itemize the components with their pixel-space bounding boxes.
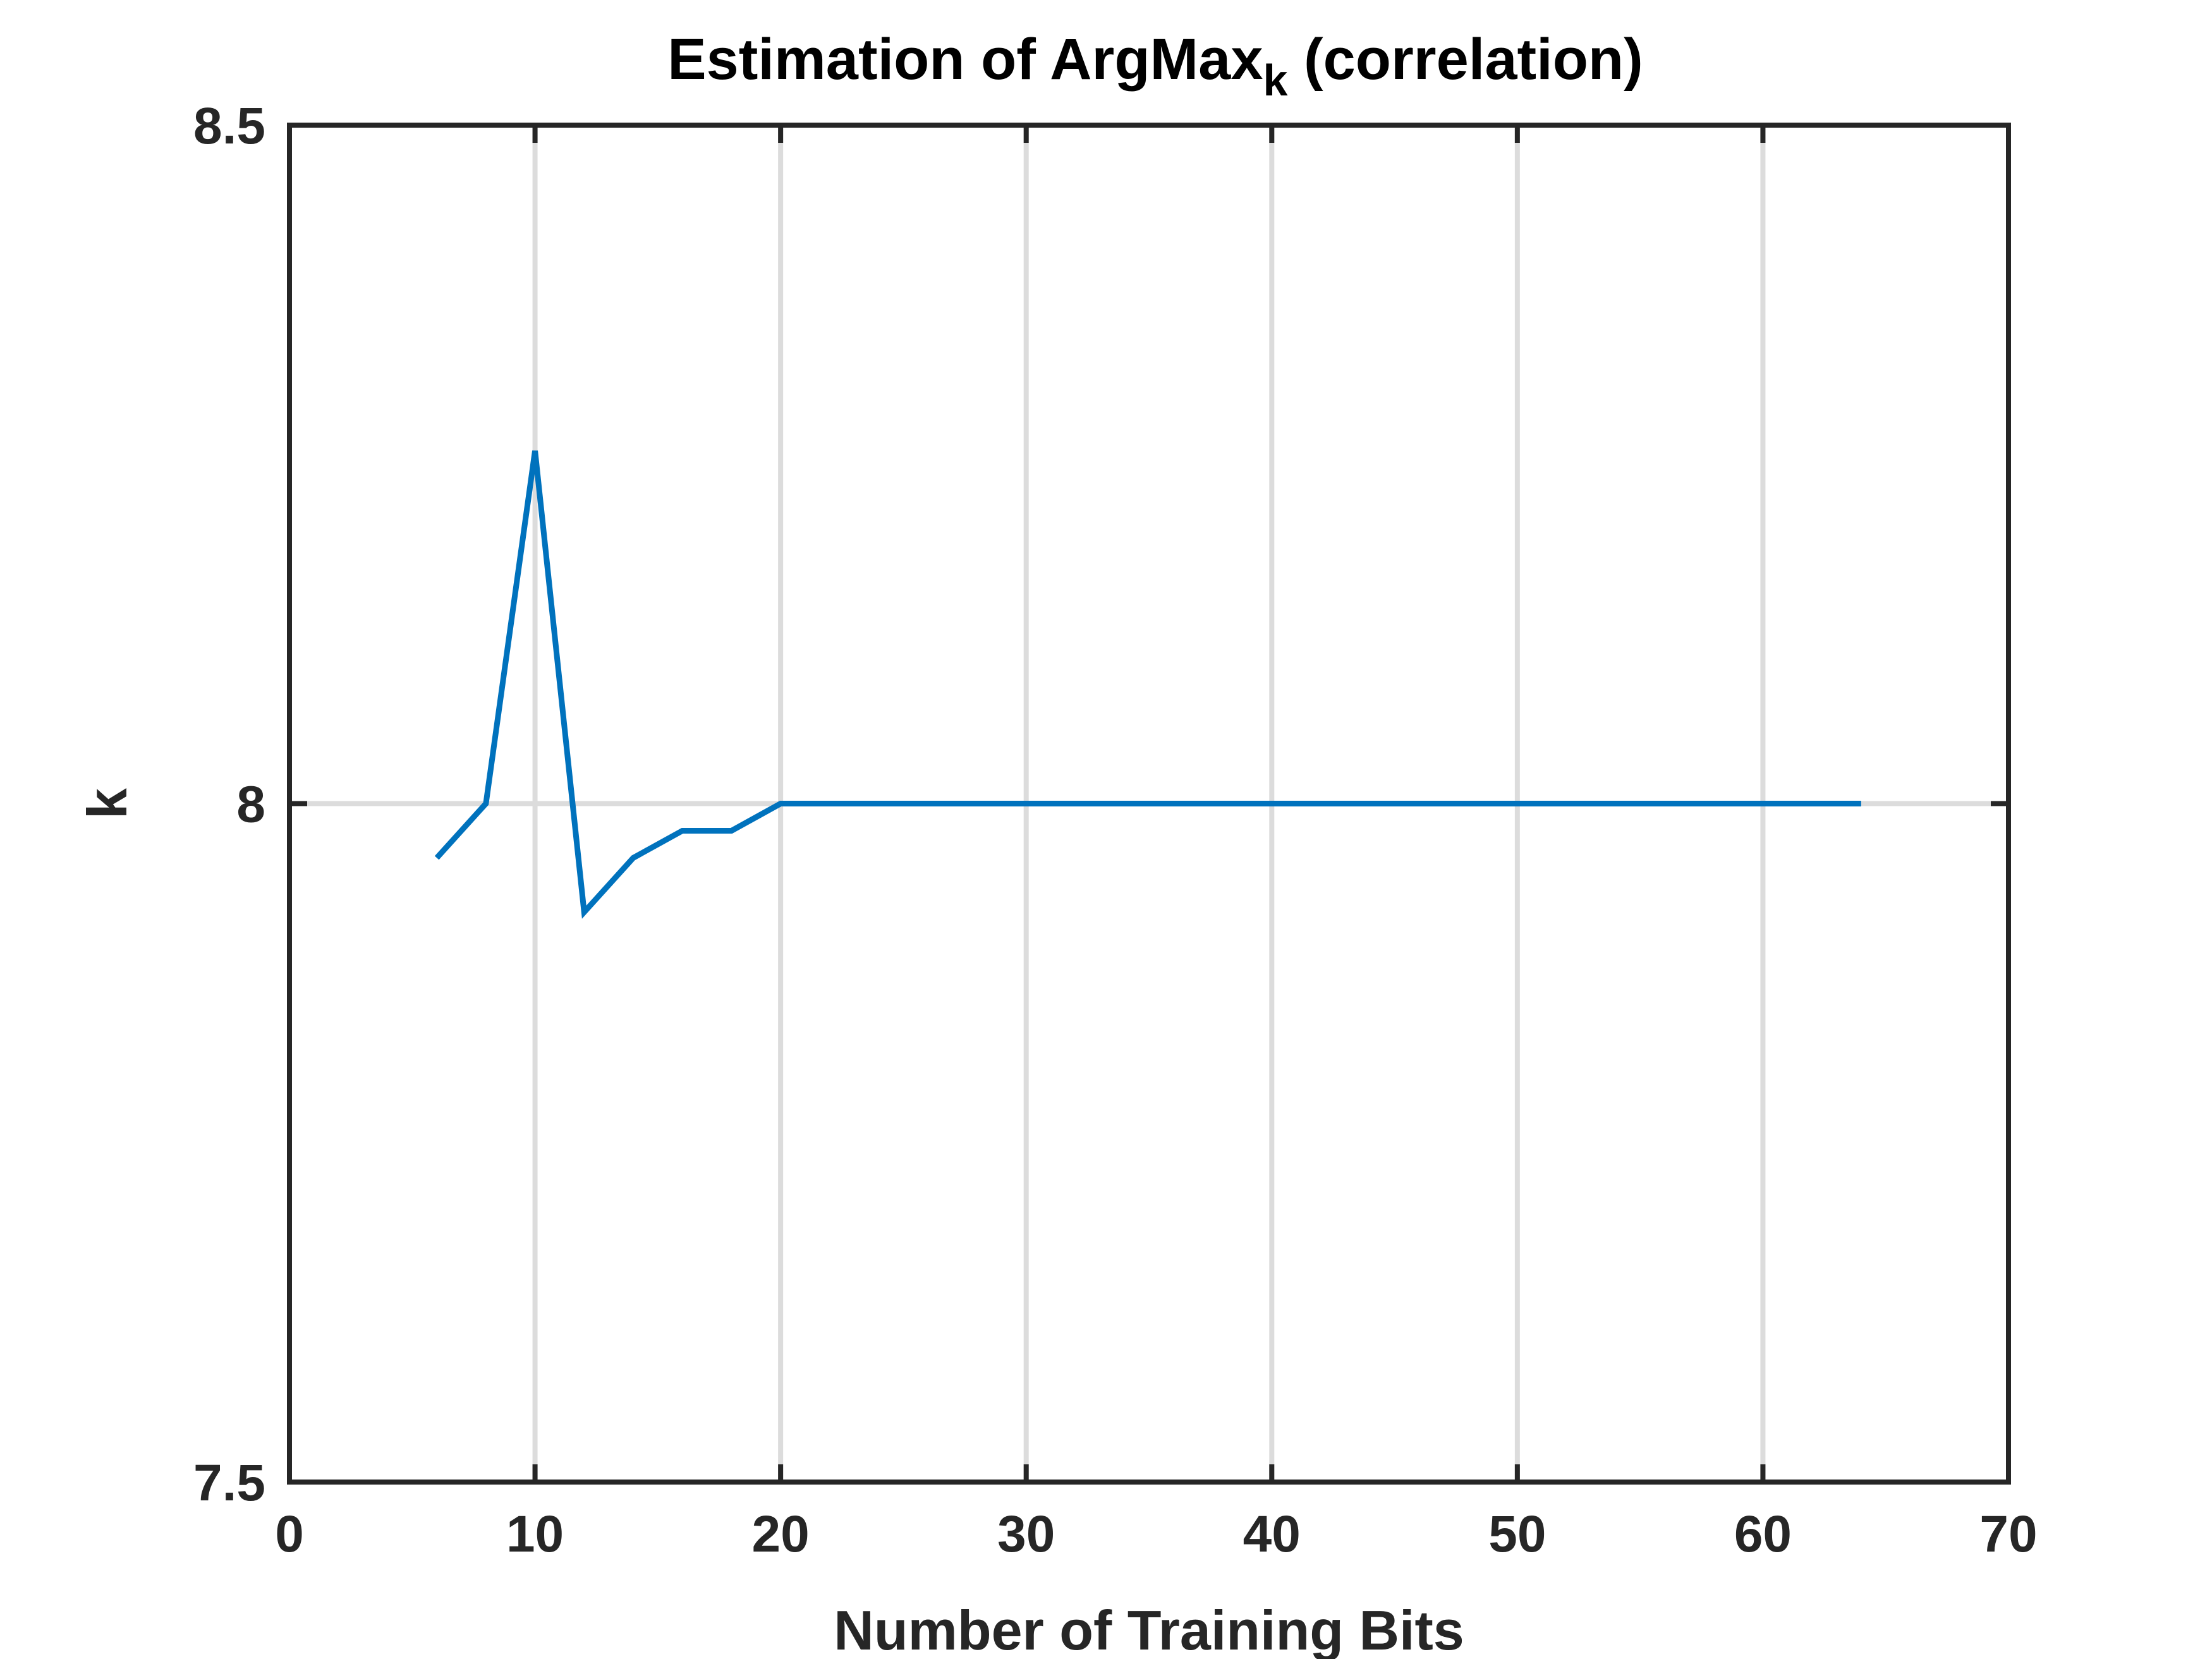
- x-tick-label: 50: [1488, 1505, 1546, 1563]
- plot-frame: [287, 123, 2011, 1485]
- x-tick-label: 60: [1734, 1505, 1792, 1563]
- chart-title-suffix: (correlation): [1287, 27, 1643, 92]
- chart-title-subscript: k: [1263, 56, 1288, 105]
- y-tick-label: 8: [236, 776, 265, 834]
- x-tick-label: 20: [752, 1505, 810, 1563]
- series-layer: [434, 450, 1861, 919]
- x-axis-label: Number of Training Bits: [834, 1599, 1464, 1659]
- x-tick-label: 40: [1243, 1505, 1301, 1563]
- x-tick-label: 70: [1979, 1505, 2037, 1563]
- y-tick-label: 7.5: [193, 1454, 265, 1512]
- chart-title: Estimation of ArgMaxk (correlation): [667, 27, 1643, 105]
- x-tick-label: 30: [997, 1505, 1055, 1563]
- chart-title-main: Estimation of ArgMax: [667, 27, 1263, 92]
- y-tick-label: 8.5: [193, 97, 265, 155]
- y-axis-label: k: [76, 787, 138, 819]
- series-line: [434, 450, 1861, 919]
- x-tick-label: 10: [506, 1505, 564, 1563]
- tick-labels: 0 10 20 30 40 50 60 70 7.5 8 8.5: [193, 97, 2038, 1563]
- x-tick-label: 0: [275, 1505, 304, 1563]
